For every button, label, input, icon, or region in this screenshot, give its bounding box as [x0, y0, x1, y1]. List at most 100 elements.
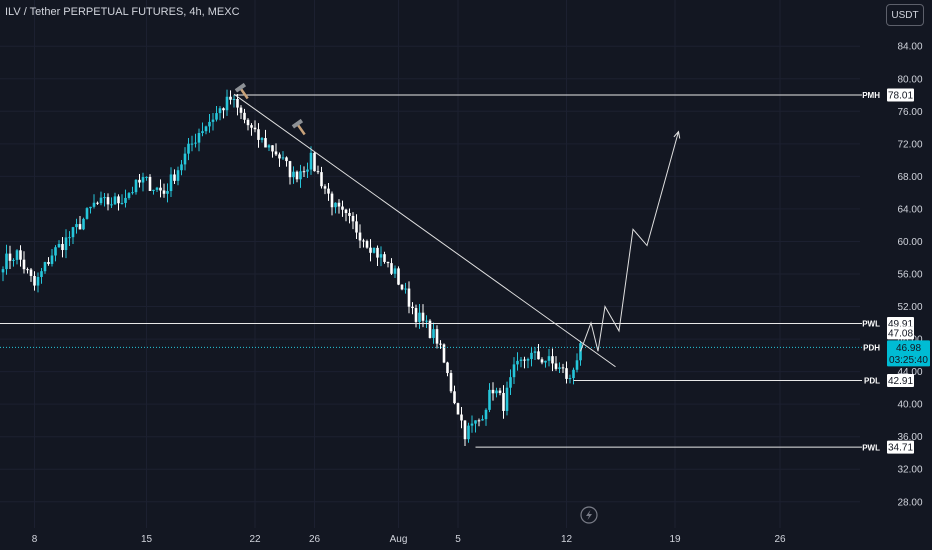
candle — [75, 224, 78, 228]
candle — [155, 187, 159, 190]
badge-pwl-low-value: 34.71 — [888, 443, 913, 454]
last-price-value: 46.98 — [896, 343, 921, 354]
currency-button[interactable]: USDT — [886, 4, 924, 26]
y-tick-label: 32.00 — [897, 465, 922, 476]
candle — [362, 240, 365, 242]
candle — [166, 191, 169, 194]
candle — [442, 344, 446, 363]
drawings — [233, 93, 681, 368]
candle — [274, 151, 278, 155]
candle — [36, 276, 40, 286]
candle — [15, 250, 19, 260]
candle — [505, 387, 509, 411]
hammer-icon — [291, 118, 306, 136]
candle — [327, 188, 330, 194]
price-axis[interactable]: 28.00 32.00 36.00 40.00 44.00 48.00 52.00 56.00… — [897, 42, 922, 509]
candle — [323, 186, 327, 189]
candle — [145, 176, 148, 178]
candle — [260, 138, 264, 140]
candle — [358, 232, 362, 241]
x-tick-label: 26 — [309, 534, 321, 545]
candle — [211, 119, 215, 122]
candle — [428, 320, 432, 338]
candle — [183, 153, 187, 165]
candle — [372, 247, 376, 253]
candle — [460, 414, 463, 421]
x-tick-label: 19 — [669, 534, 681, 545]
bar-countdown: 03:25:40 — [889, 355, 928, 366]
x-tick-label: Aug — [390, 534, 408, 545]
candle — [575, 360, 579, 370]
candle — [215, 113, 218, 120]
candle — [96, 202, 99, 204]
y-tick-label: 76.00 — [897, 107, 922, 118]
candle — [92, 202, 96, 207]
candle — [309, 152, 313, 170]
candle — [474, 420, 477, 424]
y-tick-label: 68.00 — [897, 172, 922, 183]
candle — [554, 363, 558, 369]
x-tick-label: 8 — [32, 534, 38, 545]
candle — [393, 268, 397, 274]
candle — [288, 161, 292, 178]
candle — [439, 343, 442, 345]
candle — [390, 263, 393, 274]
candle — [400, 284, 404, 290]
candle — [141, 177, 145, 183]
candle — [71, 227, 75, 238]
trendline — [233, 93, 616, 368]
candle — [26, 269, 29, 271]
candle — [229, 96, 232, 100]
candle — [414, 308, 418, 322]
candle — [407, 288, 411, 307]
candle — [526, 359, 530, 361]
candle — [113, 196, 117, 205]
candle — [533, 351, 537, 353]
candle — [379, 254, 383, 258]
candle — [421, 312, 425, 321]
candle — [180, 164, 183, 171]
candle — [502, 392, 505, 411]
candle — [134, 179, 138, 193]
badge-pmh-box — [887, 88, 914, 102]
candle — [572, 369, 575, 379]
projection-path — [580, 131, 679, 352]
candle — [540, 359, 544, 363]
x-tick-label: 26 — [774, 534, 786, 545]
candle — [537, 351, 540, 360]
y-tick-label: 84.00 — [897, 42, 922, 53]
candle — [498, 390, 502, 393]
candle — [463, 420, 467, 440]
y-tick-label: 60.00 — [897, 237, 922, 248]
candle — [348, 213, 351, 216]
candle — [169, 174, 173, 192]
badge-pmh-value: 78.01 — [888, 90, 913, 101]
candle — [551, 356, 554, 364]
candle — [253, 127, 257, 130]
candle — [197, 133, 201, 143]
candle — [159, 187, 162, 191]
level-badges: PMH 78.01 PWL 49.91 PDL 42.91 PWL 34.71 PDH 47.08… — [862, 88, 930, 454]
lightning-icon[interactable] — [580, 506, 598, 524]
y-tick-label: 72.00 — [897, 139, 922, 150]
badge-pdl-tag: PDL — [864, 377, 880, 386]
candle — [306, 169, 309, 172]
candle — [232, 99, 236, 101]
candle — [386, 261, 390, 264]
candle — [295, 171, 299, 180]
candle — [222, 108, 225, 111]
candle — [561, 367, 565, 369]
candle — [435, 329, 439, 344]
candle — [355, 221, 358, 233]
candle — [516, 360, 519, 365]
y-tick-label: 56.00 — [897, 269, 922, 280]
candle — [302, 171, 306, 173]
candle — [484, 409, 488, 420]
candle — [110, 204, 113, 206]
time-axis[interactable]: 8 15 22 26 Aug 5 12 19 26 — [32, 534, 786, 545]
candle — [565, 368, 568, 379]
candle — [1, 269, 5, 273]
y-tick-label: 80.00 — [897, 74, 922, 85]
candle — [194, 142, 197, 144]
